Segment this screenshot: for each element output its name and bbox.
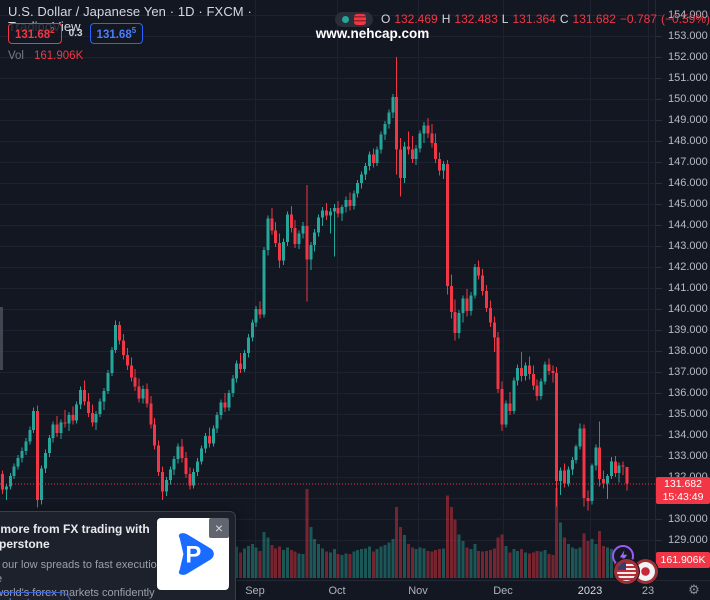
time-tick-label: Nov [408,585,428,597]
price-tick-label: 153.000 [668,30,708,42]
pepperstone-p-icon: P [178,533,214,575]
watermark-text: www.nehcap.com [315,26,430,41]
price-tick-label: 141.000 [668,282,708,294]
high-value: 132.483 [454,12,498,26]
bid-last-digit: 2 [50,26,55,35]
price-tick-label: 133.000 [668,450,708,462]
price-tick-label: 143.000 [668,240,708,252]
price-tick-label: 140.000 [668,303,708,315]
price-tick-label: 136.000 [668,387,708,399]
time-tick-label: Dec [493,585,513,597]
market-status-pill[interactable] [335,11,373,27]
price-tick-label: 151.000 [668,72,708,84]
close-value: 131.682 [572,12,616,26]
price-tick-label: 130.000 [668,513,708,525]
time-tick-label: 2023 [577,585,603,597]
ohlc-readout: O 132.469 H 132.483 L 131.364 C 131.682 −0.7… [381,12,710,26]
price-tick-label: 144.000 [668,219,708,231]
price-tick-label: 134.000 [668,429,708,441]
symbol-header: U.S. Dollar / Japanese Yen · 1D · FXCM ·… [8,4,710,34]
change-value: −0.787 [619,12,657,26]
price-tick-label: 150.000 [668,93,708,105]
open-value: 132.469 [394,12,438,26]
price-tick-label: 147.000 [668,156,708,168]
time-axis-settings-button[interactable]: ⚙ [688,582,700,597]
price-tick-label: 137.000 [668,366,708,378]
buy-button[interactable]: 131.685 [89,23,144,44]
bid-ask-row: 131.682 0.3 131.685 [8,23,144,44]
ad-popup: Get more from FX trading with Pepperston… [0,511,236,600]
price-tick-label: 148.000 [668,135,708,147]
price-tick-label: 154.000 [668,9,708,21]
lightning-icon [619,549,627,563]
close-icon[interactable]: × [209,518,229,538]
ad-body-text: With our low spreads to fast execution, … [0,559,166,599]
low-label: L [501,12,509,26]
price-tick-label: 135.000 [668,408,708,420]
change-percent: (−0.59%) [660,12,710,26]
volume-value: 161.906K [34,50,84,62]
market-open-dot-icon [342,15,350,23]
sell-button[interactable]: 131.682 [8,23,62,44]
price-tick-label: 129.000 [668,534,708,546]
japan-flag-icon [636,562,655,581]
ask-last-digit: 5 [131,26,137,35]
ad-title: Get more from FX trading with Pepperston… [0,522,150,551]
last-price-value: 131.682 [664,478,702,490]
high-label: H [441,12,451,26]
bar-countdown: 15:43:49 [662,491,704,503]
price-tick-label: 139.000 [668,324,708,336]
volume-axis-badge: 161.906K [656,552,710,568]
price-tick-label: 142.000 [668,261,708,273]
time-tick-label: 23 [641,585,655,597]
price-tick-label: 149.000 [668,114,708,126]
price-tick-label: 138.000 [668,345,708,357]
news-list-icon [354,13,367,25]
close-label: C [559,12,569,26]
volume-label[interactable]: Vol [8,50,24,62]
time-tick-label: Sep [245,585,265,597]
last-price-badge: 131.682 15:43:49 [656,477,710,504]
price-axis[interactable]: 154.000 153.000 152.000 151.000 150.000 149.0… [655,0,710,580]
svg-text:P: P [185,542,201,569]
volume-indicator-row: Vol 161.906K [8,50,83,62]
open-label: O [380,12,391,26]
us-flag-icon [617,562,636,581]
time-tick-label: Oct [328,585,346,597]
find-out-more-button[interactable]: Find out more [0,592,71,600]
price-tick-label: 145.000 [668,198,708,210]
price-tick-label: 152.000 [668,51,708,63]
spread-value: 0.3 [68,27,83,39]
low-value: 131.364 [512,12,556,26]
price-tick-label: 146.000 [668,177,708,189]
